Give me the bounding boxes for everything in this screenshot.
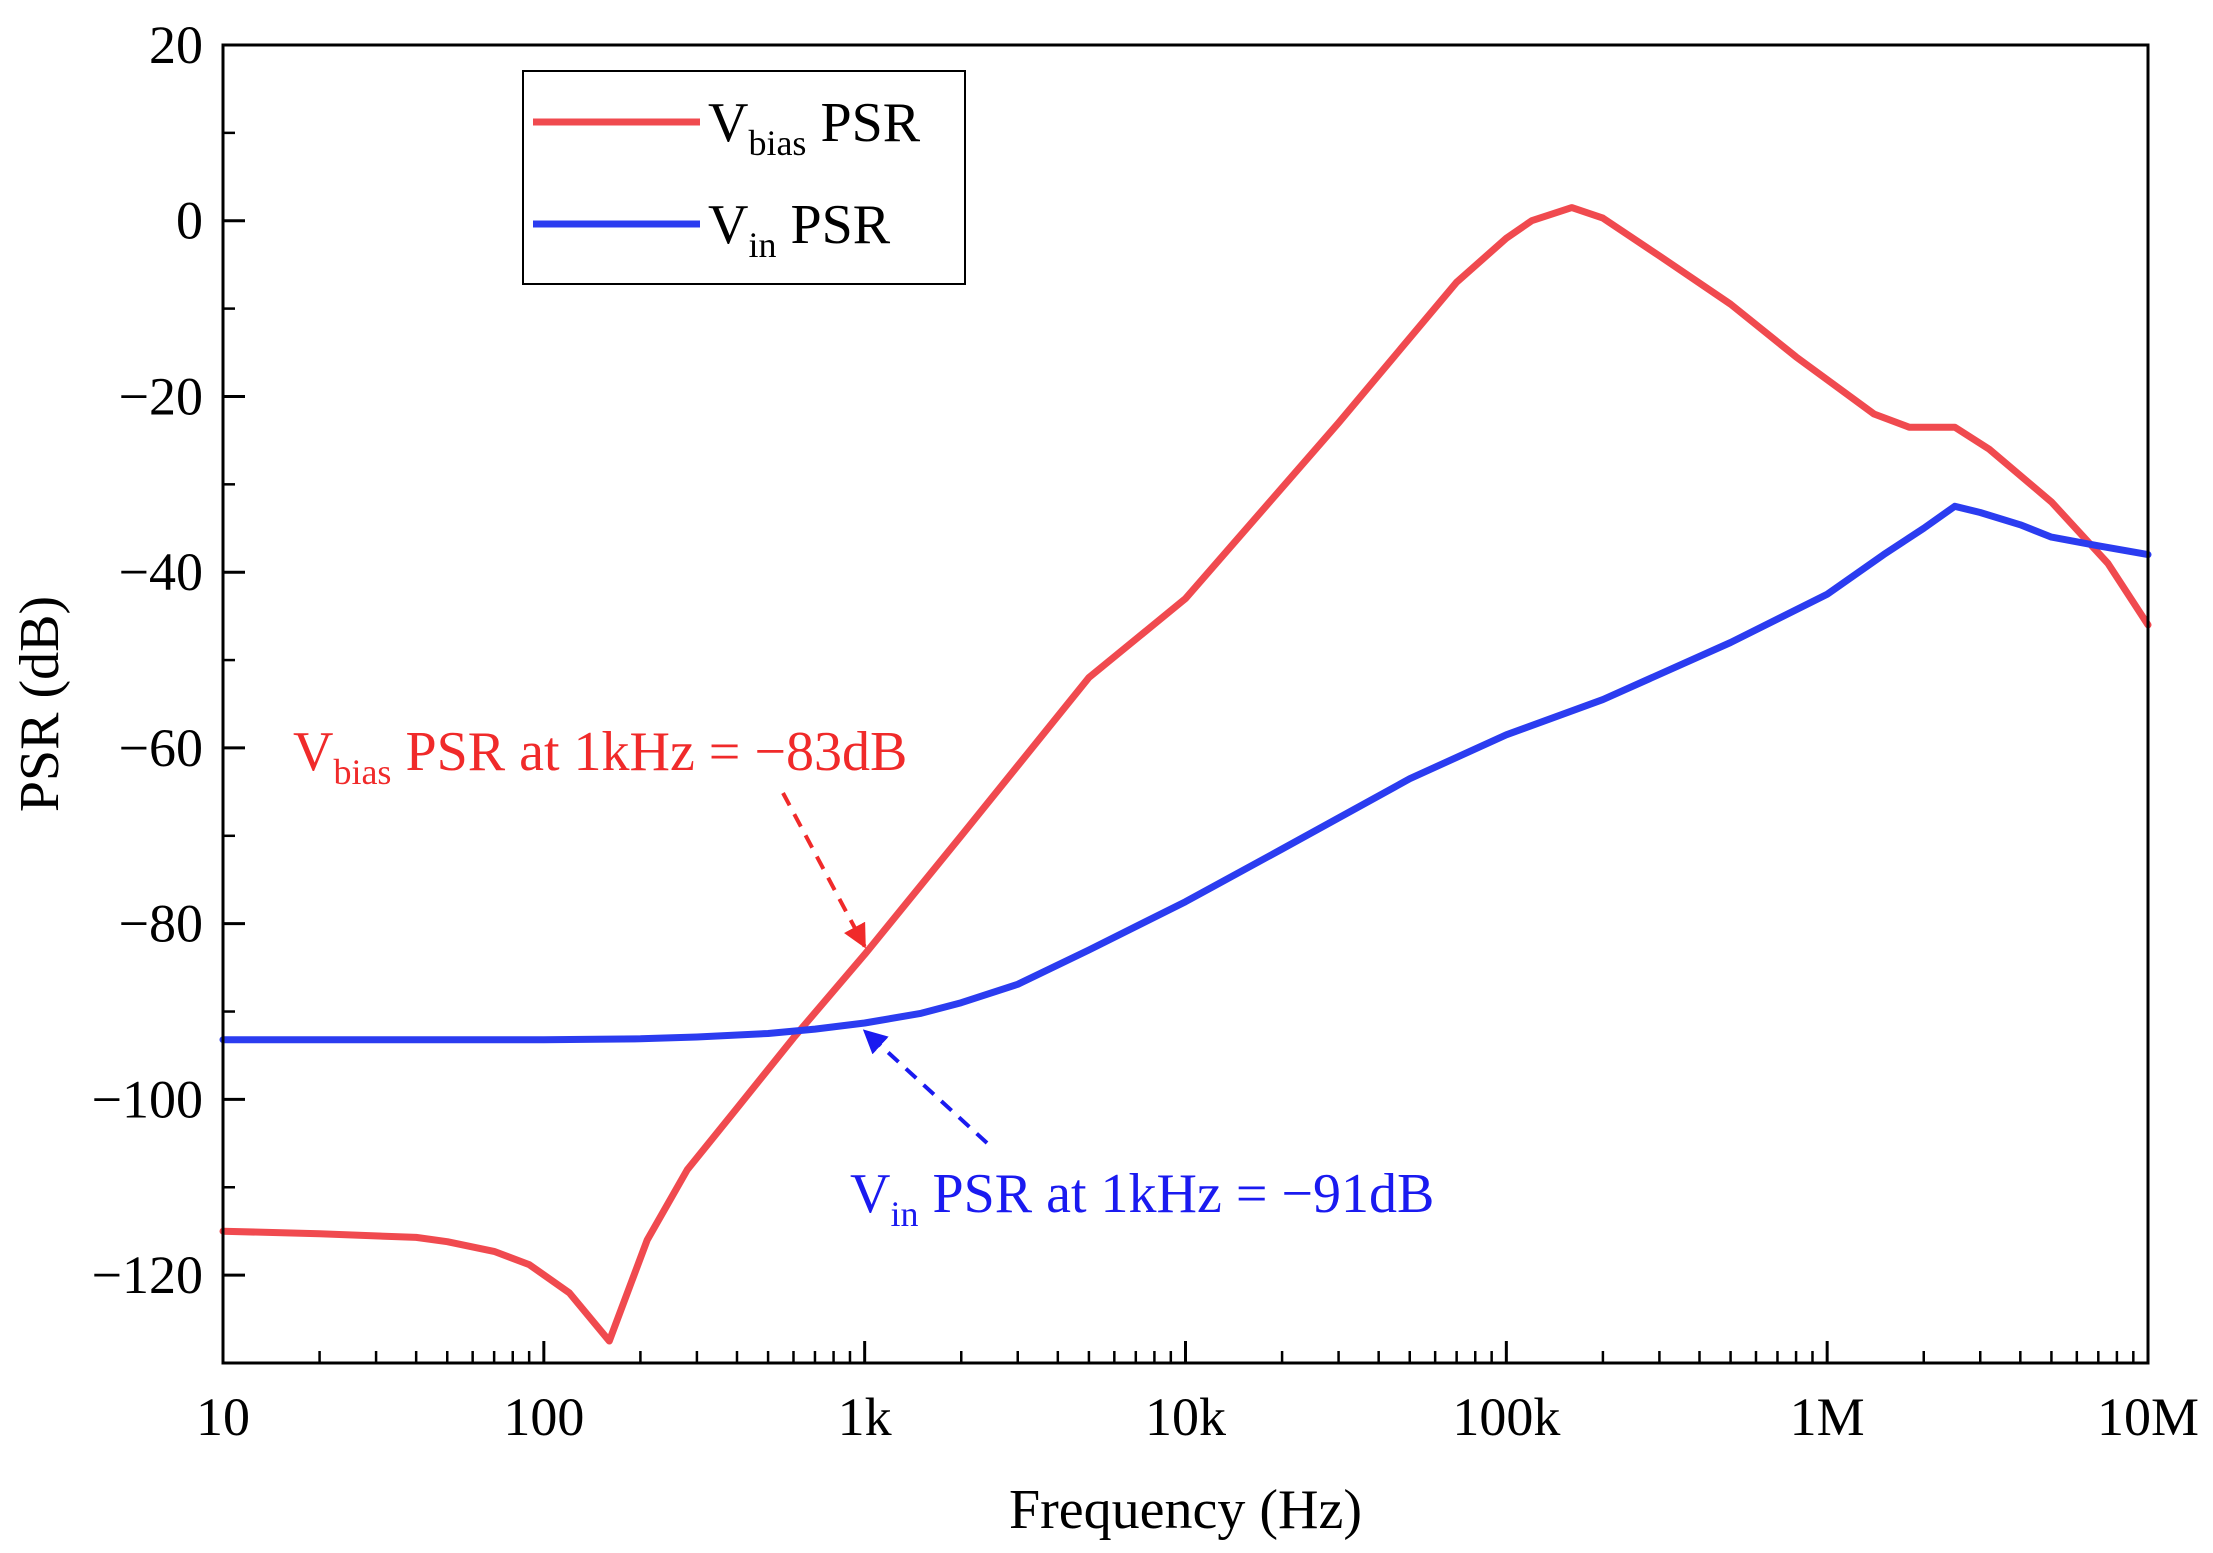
legend: Vbias PSR Vin PSR — [522, 70, 966, 285]
legend-label-vbias-sub: bias — [748, 123, 806, 163]
legend-label-vin-rest: PSR — [776, 194, 890, 256]
y-tick-label: −120 — [92, 1245, 203, 1305]
x-axis-title: Frequency (Hz) — [1009, 1479, 1362, 1541]
series-line-vbias — [219, 204, 2152, 1345]
annotation-vbias-main: V — [293, 721, 333, 783]
annotation-vin-arrow — [862, 1029, 989, 1145]
legend-label-vbias: Vbias PSR — [708, 92, 921, 163]
legend-label-vbias-main: V — [708, 92, 748, 154]
plot-frame — [221, 43, 2150, 1365]
legend-label-vin: Vin PSR — [708, 194, 891, 265]
annotation-vbias: Vbias PSR at 1kHz = −83dB — [293, 721, 907, 949]
annotation-vin-rest: PSR at 1kHz = −91dB — [918, 1163, 1434, 1225]
series-line-vin — [219, 502, 2152, 1044]
x-tick-label: 100k — [1452, 1387, 1560, 1447]
annotation-vbias-rest: PSR at 1kHz = −83dB — [391, 721, 907, 783]
y-tick-label: −20 — [119, 366, 203, 426]
y-tick-label: −60 — [119, 718, 203, 778]
y-tick-label: 0 — [176, 191, 203, 251]
annotation-vin-main: V — [850, 1163, 890, 1225]
x-tick-label: 10 — [196, 1387, 250, 1447]
annotation-vbias-sub: bias — [333, 752, 391, 792]
x-tick-label: 1k — [838, 1387, 892, 1447]
ticks-layer: 10 100 1k 10k 100k 1M 10M 20 0 −20 −40 −60 −80 −100 −1… — [92, 15, 2199, 1447]
annotation-vbias-arrow — [781, 792, 867, 949]
x-tick-label: 100 — [503, 1387, 584, 1447]
y-tick-label: −40 — [119, 542, 203, 602]
series-layer — [219, 204, 2152, 1345]
y-tick-label: −100 — [92, 1069, 203, 1129]
y-axis-title: PSR (dB) — [9, 596, 71, 812]
x-tick-label: 10k — [1145, 1387, 1226, 1447]
annotation-vin-text: Vin PSR at 1kHz = −91dB — [850, 1163, 1434, 1234]
annotation-vin: Vin PSR at 1kHz = −91dB — [850, 1029, 1434, 1234]
legend-box — [522, 70, 966, 285]
y-tick-label: 20 — [149, 15, 203, 75]
annotation-vin-sub: in — [890, 1194, 918, 1234]
legend-label-vbias-rest: PSR — [806, 92, 920, 154]
legend-label-vin-main: V — [708, 194, 748, 256]
x-tick-label: 10M — [2097, 1387, 2199, 1447]
y-tick-label: −80 — [119, 894, 203, 954]
legend-label-vin-sub: in — [748, 225, 776, 265]
annotation-vbias-text: Vbias PSR at 1kHz = −83dB — [293, 721, 907, 792]
x-tick-label: 1M — [1790, 1387, 1865, 1447]
